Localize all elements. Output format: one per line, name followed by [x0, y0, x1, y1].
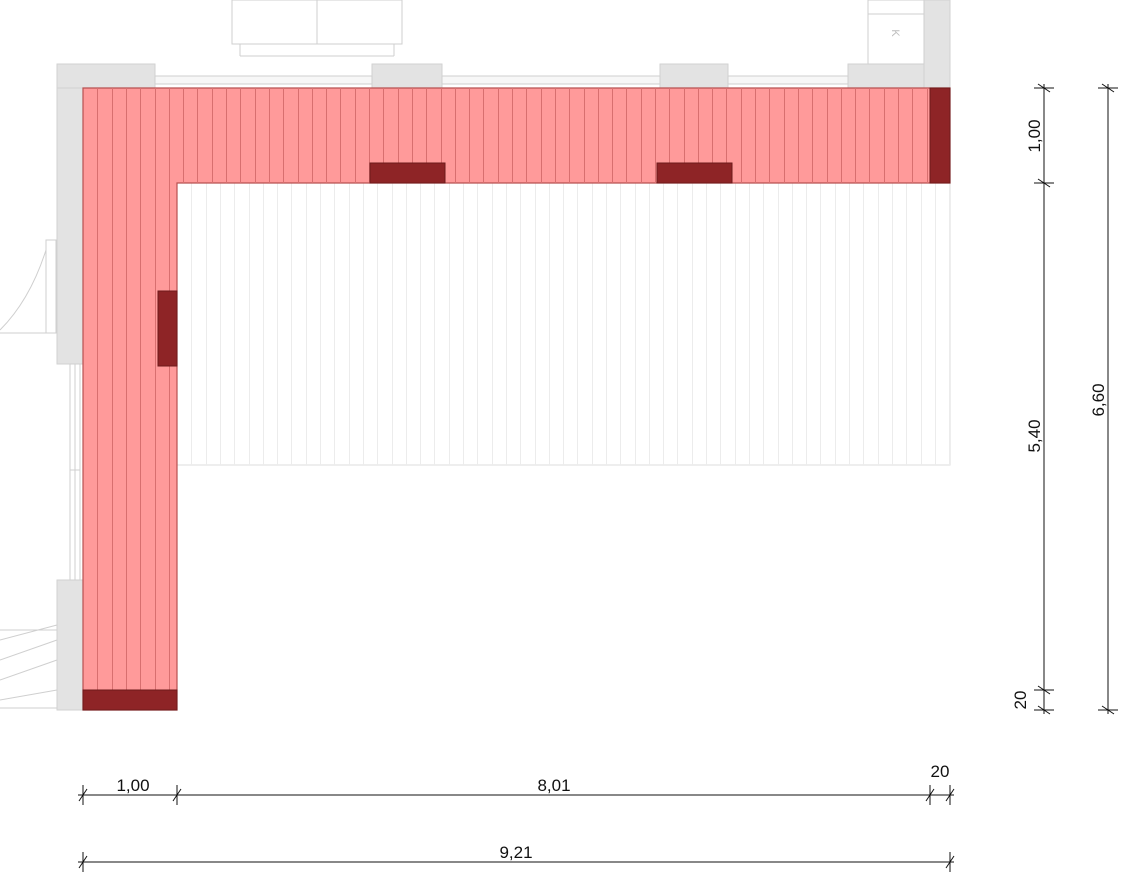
cabinet-label: K: [889, 29, 901, 37]
floor-boards-area: [176, 182, 951, 466]
dark-block-top-1: [369, 162, 446, 184]
top-wall-pier-2: [659, 63, 729, 89]
window-2: [441, 75, 661, 85]
lower-door-swing: [0, 624, 58, 701]
v-dim-ticks: [1034, 83, 1118, 715]
h-dim-left-label: 1,00: [116, 776, 149, 795]
v-dim-bottom-label: 20: [1011, 691, 1030, 710]
highlighted-floor-area: [82, 87, 951, 711]
top-windows: [154, 75, 849, 85]
dark-block-left: [157, 290, 178, 367]
door-frame: [45, 239, 57, 334]
dark-block-bottom-end: [82, 689, 178, 711]
v-dim-top-label: 1,00: [1025, 119, 1044, 152]
horizontal-dimensions: [78, 785, 955, 872]
left-wall-upper: [56, 63, 84, 365]
h-dim-ticks: [78, 785, 955, 872]
top-wall-corner: [56, 63, 156, 89]
top-furniture: [231, 0, 925, 65]
right-wall-upper: [923, 0, 951, 89]
door-swing: [0, 249, 47, 331]
window-1: [154, 75, 373, 85]
left-wall-lower: [56, 579, 84, 711]
vertical-dimensions: [1034, 83, 1118, 715]
v-dim-middle-label: 5,40: [1025, 419, 1044, 452]
left-openings: [0, 239, 81, 709]
dark-block-top-2: [656, 162, 733, 184]
dark-blocks: [82, 87, 951, 711]
v-dim-total-label: 6,60: [1089, 383, 1108, 416]
existing-walls: [56, 0, 951, 711]
h-dim-middle-label: 8,01: [537, 776, 570, 795]
window-3: [727, 75, 849, 85]
top-wall-pier-1: [371, 63, 443, 89]
cabinet: [867, 0, 925, 65]
h-dim-total-label: 9,21: [499, 843, 532, 862]
dark-block-right-end: [929, 87, 951, 184]
h-dim-right-label: 20: [931, 762, 950, 781]
